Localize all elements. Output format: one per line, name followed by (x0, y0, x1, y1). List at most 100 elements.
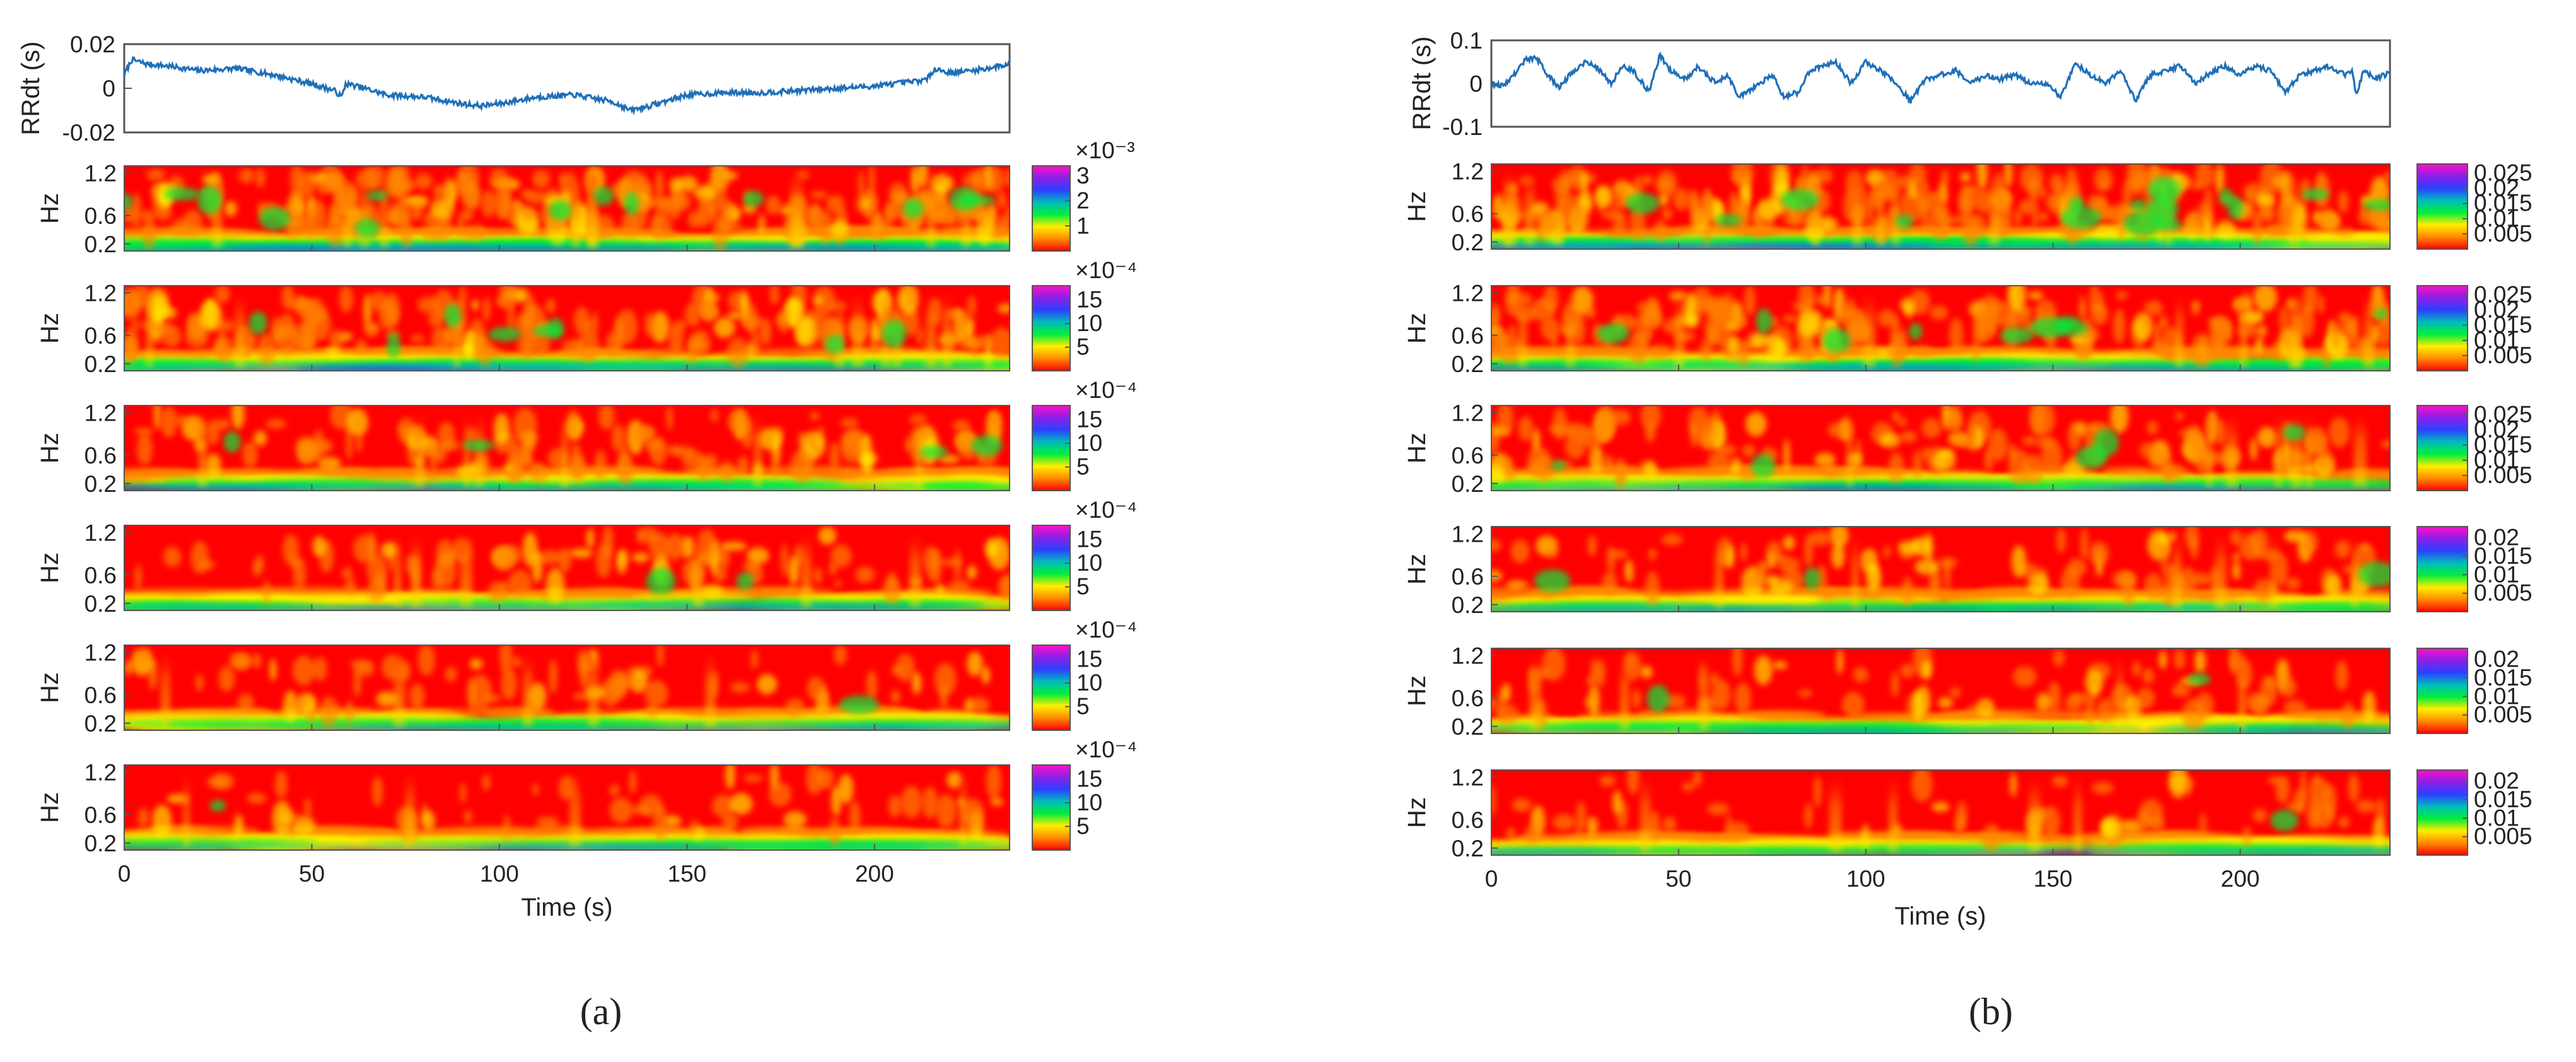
panel-a-colorbar-tick-label: 15 (1076, 527, 1102, 552)
panel-a-scalogram-2-image (124, 286, 1010, 371)
panel-a-scalogram-ytick-label: 1.2 (85, 759, 117, 785)
panel-b-scalogram-ytick-label: 0.2 (1452, 230, 1484, 255)
panel-a-scalogram-3-ylabel: Hz (36, 433, 64, 464)
panel-b-scalogram-ytick-label: 0.6 (1452, 323, 1484, 349)
panel-b-scalogram-6-image (1491, 770, 2390, 855)
panel-a-colorbar-exponent: ×10⁻⁴ (1075, 377, 1137, 403)
panel-a-rrdt-ylabel: RRdt (s) (17, 42, 45, 136)
panel-b-colorbar-6 (2416, 769, 2468, 856)
panel-a-scalogram-ytick-label: 1.2 (85, 520, 117, 546)
panel-b-colorbar-tick-label: 0.02 (2474, 175, 2519, 201)
panel-b-colorbar-tick-label: 0.015 (2474, 312, 2532, 338)
panel-a-rrdt-ytick-label: 0 (102, 76, 115, 102)
panel-b-colorbar-tick-label: 0.015 (2474, 190, 2532, 216)
panel-a-colorbar-tick-label: 5 (1076, 454, 1090, 480)
panel-b-scalogram-6: Hz 1.2 0.6 0.20 50 100 150 200 0.020.0150.010.00… (1403, 764, 2532, 892)
panel-b-colorbar-tick-label: 0.005 (2474, 342, 2532, 368)
panel-b-scalograms: Hz1.20.60.20.0250.020.0150.010.005Hz1.20… (1403, 158, 2532, 892)
subfigure-label-b: (b) (1969, 991, 2013, 1032)
panel-a-scalogram-ytick-label: 0.6 (85, 682, 117, 708)
panel-a-xtick-label: 150 (668, 861, 707, 887)
panel-b-colorbar-tick-label: 0.025 (2474, 160, 2532, 185)
panel-a-colorbar-tick-label: 5 (1076, 814, 1090, 839)
panel-b-xtick-label: 100 (1846, 866, 1885, 892)
panel-a-colorbar-exponent: ×10⁻³ (1075, 137, 1135, 163)
panel-b-scalogram-ytick-label: 1.2 (1452, 158, 1484, 184)
panel-b-colorbar-tick-label: 0.025 (2474, 281, 2532, 307)
panel-a-xtick-label: 50 (299, 861, 325, 887)
panel-b-scalogram-1-ylabel: Hz (1403, 191, 1431, 222)
panel-a-xtick-label: 200 (855, 861, 894, 887)
panel-b-colorbar-tick-label: 0.02 (2474, 768, 2519, 794)
panel-a-scalogram-6-image (124, 765, 1010, 850)
panel-b-scalogram-2-image (1491, 286, 2390, 371)
panel-a-scalogram-1: Hz 1.2 0.60.2 321 ×10⁻³ (36, 137, 1135, 257)
panel-a-xlabel: Time (s) (521, 894, 612, 921)
panel-a-colorbar-tick-label: 2 (1076, 188, 1090, 214)
panel-a-scalogram-ytick-label: 0.6 (85, 203, 117, 229)
panel-b-colorbar-tick-label: 0.02 (2474, 646, 2519, 672)
panel-a-scalogram-6-frame (124, 764, 1010, 851)
panel-b-xtick-label: 200 (2221, 866, 2260, 892)
panel-b-colorbar-tick-label: 0.02 (2474, 525, 2519, 551)
panel-b-scalogram-3-frame (1491, 405, 2391, 491)
panel-b-colorbar-tick-label: 0.005 (2474, 824, 2532, 849)
panel-a-colorbar-tick-label: 5 (1076, 574, 1090, 600)
panel-b-colorbar-tick-label: 0.01 (2474, 805, 2519, 831)
panel-a-scalogram-ytick-label: 1.2 (85, 160, 117, 186)
panel-a-scalogram-3-image (124, 406, 1010, 491)
panel-a-colorbar-tick-label: 15 (1076, 407, 1102, 433)
panel-a-scalogram-1-ylabel: Hz (36, 193, 64, 224)
panel-b-scalogram-ytick-label: 0.2 (1452, 592, 1484, 618)
panel-b-colorbar-tick-label: 0.025 (2474, 401, 2532, 427)
panel-a-colorbar-tick-label: 5 (1076, 694, 1090, 720)
panel-b-scalogram-3-image (1491, 406, 2390, 491)
panel-b-colorbar-tick-label: 0.01 (2474, 206, 2519, 231)
panel-a-colorbar-exponent: ×10⁻⁴ (1075, 737, 1137, 762)
panel-a-rrdt-axes-frame (123, 43, 1011, 134)
subfigure-label-a: (a) (580, 991, 622, 1032)
panel-a-scalogram-4-image (124, 525, 1010, 610)
panel-b-colorbar-tick-label: 0.02 (2474, 417, 2519, 443)
panel-a-scalogram-4-ylabel: Hz (36, 552, 64, 583)
panel-a-scalogram-2-frame (124, 285, 1010, 371)
panel-a-scalogram-2-ylabel: Hz (36, 313, 64, 344)
panel-b-colorbar-tick-label: 0.01 (2474, 327, 2519, 353)
panel-a-scalogram-ytick-label: 0.6 (85, 443, 117, 469)
panel-a-scalogram-ytick-label: 0.6 (85, 802, 117, 828)
panel-a-scalogram-ytick-label: 1.2 (85, 280, 117, 306)
panel-a-colorbar-tick-label: 15 (1076, 766, 1102, 792)
panel-a-scalogram-ytick-label: 0.2 (85, 711, 117, 737)
panel-b-scalogram-ytick-label: 1.2 (1452, 521, 1484, 547)
panel-b-scalogram-4-image (1491, 527, 2390, 612)
panel-b-rrdt-ytick-label: -0.1 (1442, 114, 1483, 140)
panel-a-scalogram-5-ylabel: Hz (36, 672, 64, 703)
panel-b-colorbar-1 (2416, 163, 2468, 250)
panel-b-scalogram-2-frame (1491, 285, 2391, 371)
panel-a-colorbar-tick-label: 15 (1076, 287, 1102, 313)
panel-a-scalogram-5-frame (124, 645, 1010, 731)
panel-b-rrdt-ylabel: RRdt (s) (1408, 37, 1436, 131)
panel-a-colorbar-3 (1032, 405, 1071, 491)
panel-b-scalogram-ytick-label: 1.2 (1452, 643, 1484, 668)
panel-b-colorbar-tick-label: 0.015 (2474, 786, 2532, 812)
panel-a-colorbar-tick-label: 3 (1076, 163, 1090, 189)
panel-a-colorbar-4 (1032, 525, 1071, 611)
panel-b-colorbar-tick-label: 0.015 (2474, 543, 2532, 569)
panel-b-scalogram-6-frame (1491, 769, 2391, 856)
panel-a-colorbar-tick-label: 5 (1076, 334, 1090, 360)
panel-b-scalogram-6-ylabel: Hz (1403, 797, 1431, 828)
panel-b-colorbar-tick-label: 0.01 (2474, 561, 2519, 587)
panel-b-scalogram-ytick-label: 1.2 (1452, 764, 1484, 790)
panel-a-colorbar-tick-label: 10 (1076, 550, 1102, 576)
panel-b-rrdt-axes-frame (1490, 39, 2391, 128)
panel-b-colorbar-3 (2416, 405, 2468, 491)
panel-a-colorbar-tick-label: 10 (1076, 790, 1102, 815)
